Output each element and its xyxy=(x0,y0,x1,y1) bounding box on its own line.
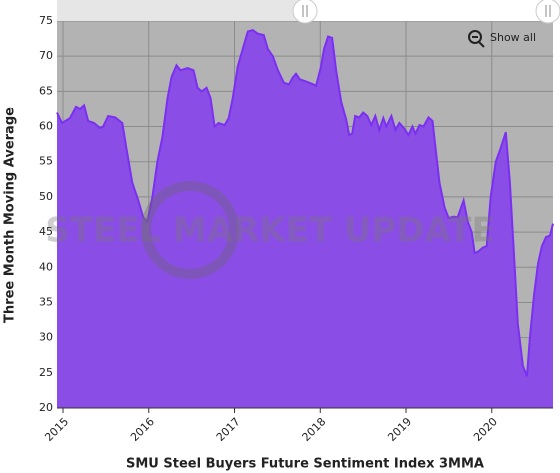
watermark-logo xyxy=(141,181,239,279)
y-tick-label: 20 xyxy=(39,401,53,414)
y-axis-title: Three Month Moving Average xyxy=(3,107,18,323)
y-tick-label: 75 xyxy=(39,14,53,27)
x-tick-label: 2019 xyxy=(385,415,414,444)
y-tick-label: 30 xyxy=(39,331,53,344)
navigator-handle[interactable] xyxy=(292,0,318,24)
y-tick-label: 65 xyxy=(39,84,53,97)
x-axis-title: SMU Steel Buyers Future Sentiment Index … xyxy=(126,457,484,472)
y-tick-label: 70 xyxy=(39,49,53,62)
navigator-range xyxy=(305,0,553,21)
y-tick-label: 25 xyxy=(39,366,53,379)
x-tick-label: 2015 xyxy=(42,415,71,444)
y-tick-label: 40 xyxy=(39,260,53,273)
show-all-button[interactable]: Show all xyxy=(468,30,536,48)
x-tick-label: 2020 xyxy=(471,415,500,444)
line xyxy=(56,29,554,377)
y-tick-label: 45 xyxy=(39,225,53,238)
y-tick-label: 50 xyxy=(39,190,53,203)
x-tick-label: 2016 xyxy=(128,415,157,444)
navigator-handle[interactable] xyxy=(535,0,560,24)
x-tick-label: 2018 xyxy=(300,415,329,444)
y-tick-label: 60 xyxy=(39,120,53,133)
area xyxy=(57,30,553,408)
y-tick-label: 35 xyxy=(39,295,53,308)
y-tick-label: 55 xyxy=(39,155,53,168)
show-all-label[interactable]: Show all xyxy=(490,31,536,44)
x-tick-label: 2017 xyxy=(214,415,243,444)
watermark: STEEL MARKET UPDATE xyxy=(45,211,494,251)
